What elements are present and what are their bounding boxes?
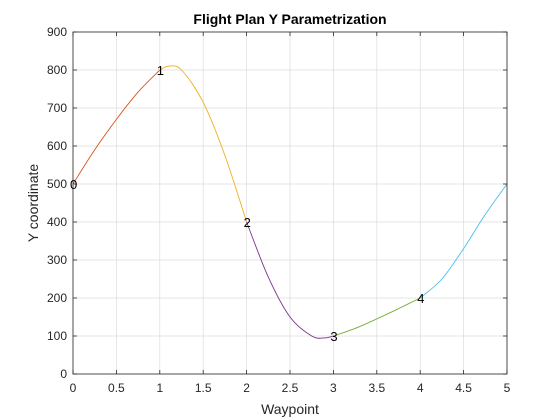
waypoint-label-3: 3 <box>330 329 337 344</box>
x-tick-label: 3 <box>330 381 337 395</box>
series-line-1 <box>159 65 248 223</box>
point-label-layer: 0 1 2 3 4 <box>70 63 424 344</box>
y-tick-label: 100 <box>47 329 67 343</box>
chart-title: Flight Plan Y Parametrization <box>193 11 386 27</box>
y-tick-label: 700 <box>47 101 67 115</box>
y-axis-label: Y coordinate <box>25 164 41 243</box>
tick-layer: 0 0.5 1 1.5 2 2.5 3 3.5 4 4.5 5 0 100 200 300 400 500 600… <box>47 25 511 395</box>
y-tick-label: 200 <box>47 291 67 305</box>
x-tick-label: 1.5 <box>195 381 212 395</box>
x-tick-label: 2 <box>243 381 250 395</box>
y-tick-label: 500 <box>47 177 67 191</box>
y-tick-label: 900 <box>47 25 67 39</box>
series-line-3 <box>333 297 421 337</box>
y-tick-label: 300 <box>47 253 67 267</box>
x-tick-label: 5 <box>504 381 511 395</box>
y-tick-label: 0 <box>60 367 67 381</box>
y-tick-label: 400 <box>47 215 67 229</box>
x-axis-label: Waypoint <box>261 401 319 417</box>
x-tick-label: 3.5 <box>368 381 385 395</box>
waypoint-label-4: 4 <box>417 291 424 306</box>
series-line-0 <box>72 69 161 185</box>
x-tick-label: 0.5 <box>108 381 125 395</box>
series-layer <box>72 65 508 339</box>
y-tick-label: 800 <box>47 63 67 77</box>
y-tick-label: 600 <box>47 139 67 153</box>
series-line-2 <box>246 221 334 339</box>
x-tick-label: 2.5 <box>282 381 299 395</box>
x-tick-label: 4.5 <box>455 381 472 395</box>
x-tick-label: 1 <box>156 381 163 395</box>
waypoint-label-1: 1 <box>157 63 164 78</box>
waypoint-label-0: 0 <box>70 177 77 192</box>
x-tick-label: 0 <box>70 381 77 395</box>
waypoint-label-2: 2 <box>244 215 251 230</box>
x-tick-label: 4 <box>417 381 424 395</box>
series-line-4 <box>419 183 508 299</box>
